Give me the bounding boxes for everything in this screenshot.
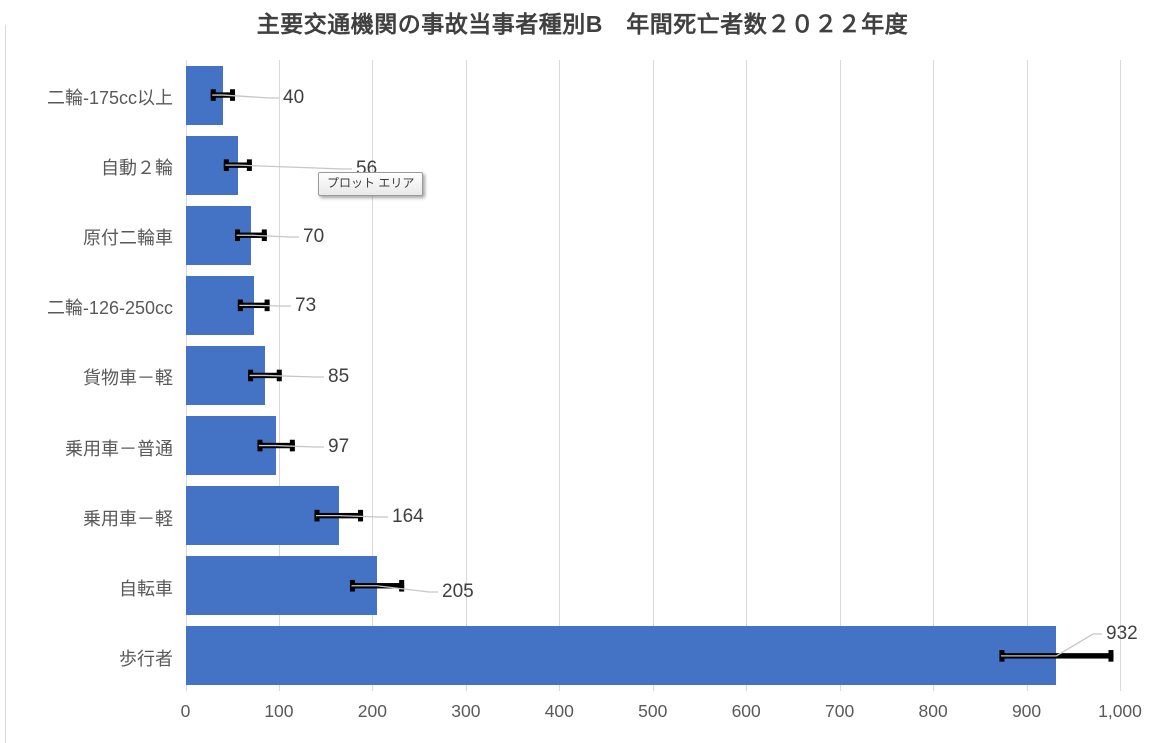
category-label: 歩行者 xyxy=(119,648,173,669)
x-tick-label: 1,000 xyxy=(1098,701,1142,721)
gridline xyxy=(933,60,935,691)
x-tick-label: 300 xyxy=(451,701,481,721)
leader-line xyxy=(351,585,438,593)
leader-line xyxy=(315,515,388,518)
data-label[interactable]: 40 xyxy=(283,87,305,108)
data-label[interactable]: 85 xyxy=(328,366,350,387)
category-label: 自転車 xyxy=(119,578,173,599)
error-bar-cap xyxy=(358,509,364,522)
leader-line xyxy=(236,234,299,238)
plot-area-tooltip: プロット エリア xyxy=(318,172,424,196)
x-tick-label: 500 xyxy=(638,701,668,721)
category-label: 乗用車－軽 xyxy=(83,508,173,529)
x-tick-label: 400 xyxy=(544,701,574,721)
error-bar-cap xyxy=(399,579,405,592)
chart-left-border xyxy=(5,25,6,743)
category-label: 原付二輪車 xyxy=(83,228,173,249)
leader-line xyxy=(239,304,291,307)
x-tick-label: 700 xyxy=(825,701,855,721)
x-tick-label: 800 xyxy=(918,701,948,721)
data-label[interactable]: 164 xyxy=(392,506,424,527)
bar[interactable] xyxy=(185,626,1057,686)
gridline xyxy=(652,60,654,691)
data-label[interactable]: 205 xyxy=(442,581,474,602)
leader-line xyxy=(212,94,279,99)
data-label[interactable]: 97 xyxy=(328,436,350,457)
gridline xyxy=(465,60,467,691)
x-tick-label: 900 xyxy=(1011,701,1042,721)
leader-line xyxy=(249,374,324,378)
x-tick-label: 100 xyxy=(264,701,294,721)
bar[interactable] xyxy=(185,486,339,546)
gridline xyxy=(839,60,841,691)
category-label: 二輪-175cc以上 xyxy=(46,88,173,109)
plot-area[interactable] xyxy=(185,60,1120,691)
category-label: 自動２輪 xyxy=(101,158,173,179)
data-label[interactable]: 932 xyxy=(1106,623,1138,644)
leader-line xyxy=(1000,633,1102,657)
gridline xyxy=(1120,60,1121,691)
data-label[interactable]: 70 xyxy=(303,226,325,247)
chart-title[interactable]: 主要交通機関の事故当事者種別B 年間死亡者数２０２２年度 xyxy=(256,11,909,37)
category-label: 二輪-126-250cc xyxy=(46,298,173,319)
gridline xyxy=(1026,60,1028,691)
bar[interactable] xyxy=(185,556,378,616)
gridline xyxy=(746,60,748,691)
data-label[interactable]: 73 xyxy=(295,295,317,316)
x-tick-label: 600 xyxy=(731,701,761,721)
leader-line xyxy=(225,164,352,170)
x-tick-label: 200 xyxy=(357,701,387,721)
x-tick-label: 0 xyxy=(180,701,191,721)
error-bar-cap xyxy=(1108,650,1114,662)
leader-line xyxy=(258,444,324,448)
category-label: 乗用車－普通 xyxy=(65,438,173,459)
gridline xyxy=(559,60,561,691)
category-label: 貨物車－軽 xyxy=(83,368,173,389)
gridline xyxy=(372,60,374,691)
